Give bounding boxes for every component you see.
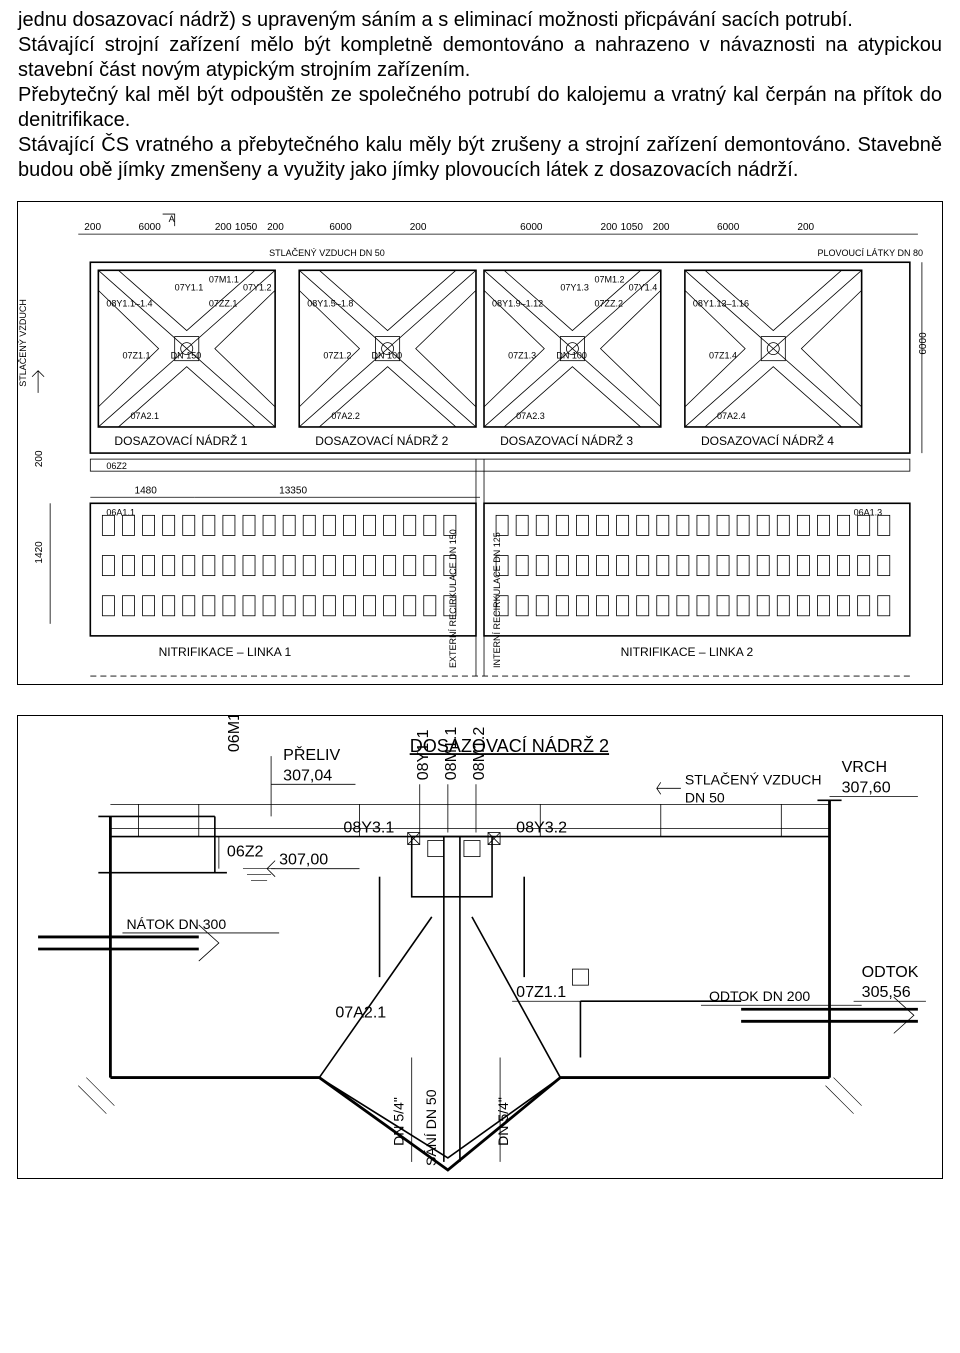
section-title: DOSAZOVACÍ NÁDRŽ 2 (410, 735, 609, 756)
tag-07a21: 07A2.1 (335, 1003, 386, 1021)
tag-08y11: 08Y1.1 (414, 729, 432, 780)
vrch-label: VRCH (842, 758, 887, 776)
svg-text:07Y1.2: 07Y1.2 (243, 282, 272, 292)
body-text: jednu dosazovací nádrž) s upraveným sání… (0, 0, 960, 201)
p4: Stávající ČS vratného a přebytečného kal… (18, 134, 942, 181)
svg-text:200: 200 (215, 222, 232, 233)
plan-svg: A 200 6000 200 1050 200 6000 200 6000 20… (18, 202, 942, 684)
tank4-label: DOSAZOVACÍ NÁDRŽ 4 (701, 433, 834, 448)
odtok-r: ODTOK (862, 963, 919, 981)
preliv-elev: 307,04 (283, 766, 332, 784)
svg-text:07Z1.3: 07Z1.3 (508, 351, 536, 361)
svg-text:07A2.1: 07A2.1 (130, 411, 159, 421)
tag-08m11: 08M1.1 (442, 727, 460, 781)
tag-08m12: 08M1.2 (470, 727, 488, 781)
valve-symbols (408, 833, 500, 845)
recirc-int: INTERNÍ RECIRKULACE DN 125 (492, 532, 502, 668)
p1: jednu dosazovací nádrž) s upraveným sání… (18, 9, 853, 31)
svg-text:200: 200 (653, 222, 670, 233)
air-label: STLAČENÝ VZDUCH (685, 771, 822, 787)
nitr1-label: NITRIFIKACE – LINKA 1 (159, 645, 292, 659)
recirc-ext: EXTERNÍ RECIRKULACE DN 150 (448, 529, 458, 668)
tag-08y31: 08Y3.1 (343, 819, 394, 837)
svg-text:1050: 1050 (235, 222, 258, 233)
sani-label: SÁNÍ DN 50 (423, 1089, 439, 1166)
svg-text:07M1.1: 07M1.1 (209, 274, 239, 284)
tanks (98, 270, 861, 427)
svg-text:08Y1.9–1.12: 08Y1.9–1.12 (492, 298, 543, 308)
tag-06m11: 06M1.1 (225, 716, 243, 752)
tags-row3: 07A2.1 07A2.2 07A2.3 07A2.4 (130, 411, 745, 421)
svg-text:08Y1.13–1.16: 08Y1.13–1.16 (693, 298, 749, 308)
plan-view-figure: A 200 6000 200 1050 200 6000 200 6000 20… (17, 201, 943, 685)
svg-text:1420: 1420 (34, 541, 45, 564)
section-figure: DOSAZOVACÍ NÁDRŽ 2 06M1.1 PŘELIV 307,04 … (17, 715, 943, 1179)
svg-text:200: 200 (34, 450, 45, 467)
svg-text:200: 200 (601, 222, 618, 233)
svg-text:200: 200 (84, 222, 101, 233)
air-dn: DN 50 (685, 789, 725, 805)
nitr2-label: NITRIFIKACE – LINKA 2 (621, 645, 754, 659)
svg-text:200: 200 (267, 222, 284, 233)
svg-text:200: 200 (797, 222, 814, 233)
tag-06z2: 06Z2 (106, 461, 127, 471)
tags-row2: 07Z1.1 DN 150 07Z1.2 DN 100 07Z1.3 DN 10… (122, 351, 737, 361)
tank3-label: DOSAZOVACÍ NÁDRŽ 3 (500, 433, 633, 448)
tank2-label: DOSAZOVACÍ NÁDRŽ 2 (315, 433, 448, 448)
p3: Přebytečný kal měl být odpouštěn ze spol… (18, 84, 942, 131)
svg-text:07Z1.4: 07Z1.4 (709, 351, 737, 361)
p2: Stávající strojní zařízení mělo být komp… (18, 34, 942, 81)
svg-text:6000: 6000 (918, 332, 929, 355)
svg-text:07Y1.1: 07Y1.1 (175, 282, 204, 292)
svg-text:1480: 1480 (135, 485, 158, 496)
svg-text:6000: 6000 (520, 222, 543, 233)
svg-text:6000: 6000 (329, 222, 352, 233)
svg-text:6000: 6000 (717, 222, 740, 233)
svg-text:08Y1.5–1.8: 08Y1.5–1.8 (307, 298, 353, 308)
svg-text:07A2.3: 07A2.3 (516, 411, 545, 421)
svg-text:07Z1.1: 07Z1.1 (122, 351, 150, 361)
tag-06a13: 06A1.3 (854, 507, 883, 517)
preliv-label: PŘELIV (283, 745, 340, 764)
tag-06z2-sec: 06Z2 (227, 843, 264, 861)
natok-label: NÁTOK DN 300 (126, 916, 226, 932)
svg-text:07ZZ.2: 07ZZ.2 (594, 298, 623, 308)
tag-06a11: 06A1.1 (106, 507, 135, 517)
svg-text:07Z1.2: 07Z1.2 (323, 351, 351, 361)
svg-text:07A2.4: 07A2.4 (717, 411, 746, 421)
svg-text:200: 200 (410, 222, 427, 233)
svg-text:07ZZ.1: 07ZZ.1 (209, 298, 238, 308)
svg-text:1050: 1050 (621, 222, 644, 233)
svg-text:07A2.2: 07A2.2 (331, 411, 360, 421)
svg-text:07M1.2: 07M1.2 (594, 274, 624, 284)
elev-30700: 307,00 (279, 851, 328, 869)
svg-text:07Y1.3: 07Y1.3 (560, 282, 589, 292)
top-dims: 200 6000 200 1050 200 6000 200 6000 200 … (78, 222, 918, 234)
odtok-elev: 305,56 (862, 983, 911, 1001)
stlac-left: STLAČENÝ VZDUCH (18, 299, 28, 387)
dn54-l: DN 5/4" (391, 1097, 407, 1146)
corner-a: A (169, 214, 175, 224)
vrch-elev: 307,60 (842, 778, 891, 796)
tag-08y32: 08Y3.2 (516, 819, 567, 837)
svg-text:DN 100: DN 100 (556, 351, 587, 361)
section-svg: DOSAZOVACÍ NÁDRŽ 2 06M1.1 PŘELIV 307,04 … (18, 716, 942, 1178)
svg-text:6000: 6000 (139, 222, 162, 233)
svg-text:08Y1.1–1.4: 08Y1.1–1.4 (106, 298, 152, 308)
svg-text:DN 100: DN 100 (372, 351, 403, 361)
svg-text:07Y1.4: 07Y1.4 (629, 282, 658, 292)
dn54-r: DN 5/4" (495, 1097, 511, 1146)
tag-07z11: 07Z1.1 (516, 983, 566, 1001)
air-label: STLAČENÝ VZDUCH DN 50 (269, 248, 385, 258)
float-label: PLOVOUCÍ LÁTKY DN 80 (817, 248, 923, 258)
svg-text:DN 150: DN 150 (171, 351, 202, 361)
tags-row1: 08Y1.1–1.4 07Y1.1 07M1.1 07Y1.2 07ZZ.1 0… (106, 274, 749, 308)
tank1-label: DOSAZOVACÍ NÁDRŽ 1 (114, 433, 247, 448)
svg-text:13350: 13350 (279, 485, 307, 496)
